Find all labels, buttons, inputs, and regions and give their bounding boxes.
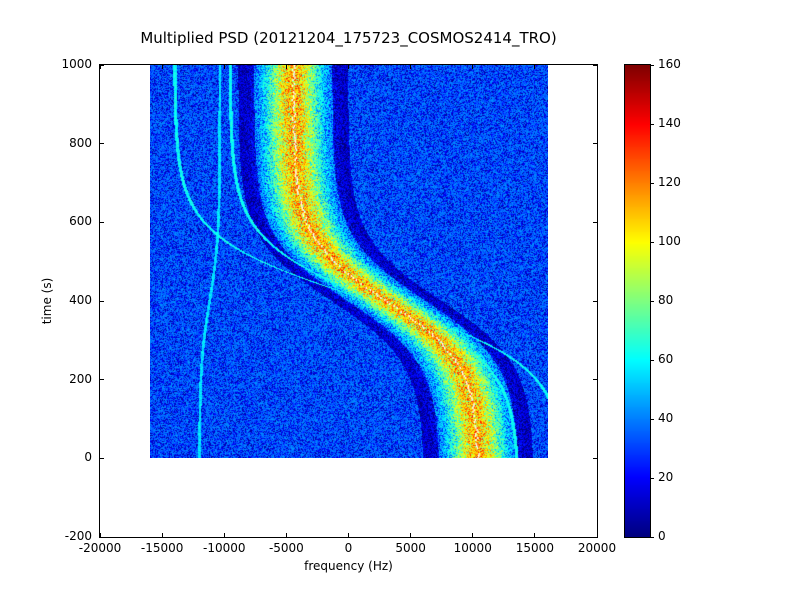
colorbar-tick-label: 0 <box>658 529 666 543</box>
x-tick-mark <box>472 65 474 69</box>
plot-title: Multiplied PSD (20121204_175723_COSMOS24… <box>140 29 557 47</box>
colorbar-tick-mark <box>650 418 654 420</box>
colorbar-tick-mark <box>650 300 654 302</box>
x-tick-label: 10000 <box>453 541 492 555</box>
x-tick-label: -5000 <box>268 541 304 555</box>
x-tick-mark <box>534 533 536 537</box>
x-tick-mark <box>99 65 101 69</box>
colorbar-tick-label: 80 <box>658 293 674 307</box>
y-tick-label: 1000 <box>61 57 92 71</box>
colorbar-tick-label: 100 <box>658 234 681 248</box>
colorbar-tick-mark <box>650 536 654 538</box>
colorbar-tick-mark <box>650 64 654 66</box>
x-tick-mark <box>285 65 287 69</box>
heatmap-image <box>149 65 548 458</box>
y-tick-mark <box>593 64 597 66</box>
x-tick-mark <box>161 533 163 537</box>
y-tick-mark <box>593 221 597 223</box>
colorbar-tick-mark <box>650 359 654 361</box>
y-tick-mark <box>100 457 104 459</box>
x-tick-mark <box>596 65 598 69</box>
y-tick-mark <box>593 143 597 145</box>
colorbar-tick-mark <box>650 241 654 243</box>
x-tick-mark <box>348 533 349 537</box>
x-tick-mark <box>534 65 536 69</box>
x-tick-mark <box>348 65 349 69</box>
x-tick-label: -15000 <box>140 541 184 555</box>
y-tick-mark <box>100 300 104 302</box>
y-tick-mark <box>593 300 597 302</box>
x-tick-mark <box>410 533 412 537</box>
colorbar-tick-mark <box>650 123 654 125</box>
y-tick-label: -200 <box>64 529 92 543</box>
y-tick-mark <box>593 457 597 459</box>
x-tick-mark <box>472 533 474 537</box>
x-tick-label: 5000 <box>395 541 426 555</box>
x-tick-label: 15000 <box>515 541 554 555</box>
x-tick-label: 0 <box>344 541 353 555</box>
y-tick-label: 0 <box>84 450 92 465</box>
colorbar-tick-mark <box>650 477 654 479</box>
colorbar-tick-mark <box>650 182 654 184</box>
y-tick-mark <box>100 379 104 381</box>
x-tick-label: 20000 <box>577 541 617 555</box>
y-tick-mark <box>100 143 104 145</box>
y-tick-label: 800 <box>69 135 92 150</box>
x-tick-mark <box>410 65 412 69</box>
colorbar-tick-label: 20 <box>658 470 674 484</box>
x-axis-label: frequency (Hz) <box>304 559 393 573</box>
colorbar-tick-label: 60 <box>658 352 674 366</box>
x-tick-label: -20000 <box>78 541 122 555</box>
y-tick-mark <box>593 379 597 381</box>
y-tick-mark <box>100 221 104 223</box>
y-tick-mark <box>100 536 104 538</box>
colorbar-gradient <box>625 65 650 537</box>
y-tick-label: 400 <box>69 293 92 307</box>
x-tick-mark <box>99 533 101 537</box>
x-tick-label: -10000 <box>202 541 246 555</box>
colorbar-tick-label: 120 <box>658 175 681 189</box>
x-tick-mark <box>285 533 287 537</box>
colorbar-tick-label: 160 <box>658 57 681 71</box>
colorbar-tick-label: 140 <box>658 116 681 130</box>
y-tick-mark <box>100 64 104 66</box>
x-tick-mark <box>223 65 225 69</box>
y-tick-mark <box>593 536 597 538</box>
x-tick-mark <box>161 65 163 69</box>
x-tick-mark <box>223 533 225 537</box>
colorbar-tick-label: 40 <box>658 411 674 425</box>
y-tick-label: 200 <box>69 371 92 386</box>
y-tick-label: 600 <box>69 214 92 229</box>
